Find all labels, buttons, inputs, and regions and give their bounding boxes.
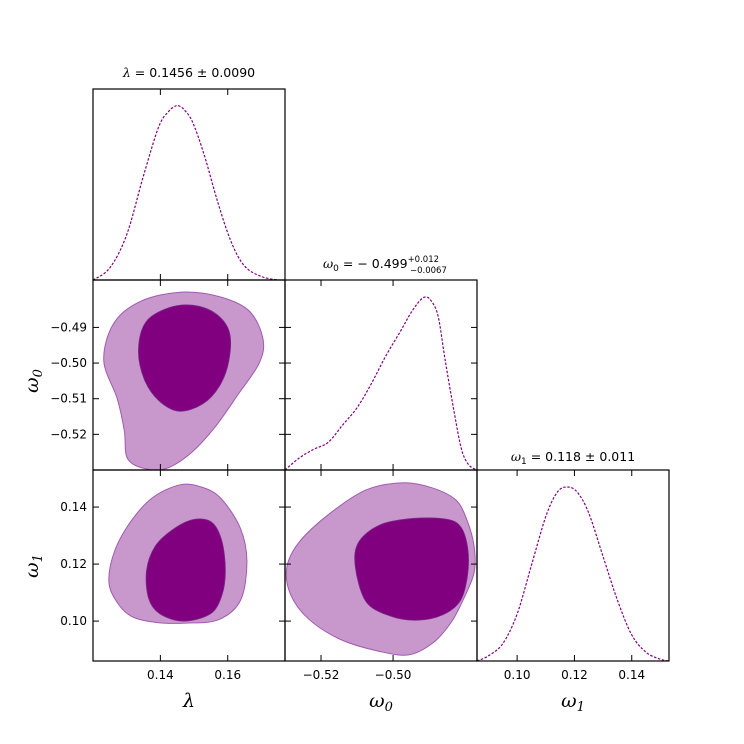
marginal-omega0 <box>285 296 477 470</box>
y-tick-label: 0.14 <box>60 500 87 514</box>
y-tick-label: −0.51 <box>50 392 87 406</box>
x-tick-label: −0.52 <box>303 668 340 682</box>
y-tick-label: −0.52 <box>50 427 87 441</box>
title-omega0: ω0 = − 0.499+0.012 <box>323 255 439 274</box>
panel-frame <box>476 469 670 662</box>
x-tick-label: 0.14 <box>618 668 645 682</box>
x-axis-label-omega1: ω1 <box>561 690 585 715</box>
y-tick-label: −0.50 <box>50 356 87 370</box>
x-axis-label-omega0: ω0 <box>369 690 393 715</box>
contour-68-region <box>138 304 231 412</box>
y-tick-label: 0.10 <box>60 614 87 628</box>
x-tick-label: 0.10 <box>504 668 531 682</box>
contour-lambda-omega0 <box>103 291 265 470</box>
contour-68-region <box>145 518 226 622</box>
contour-lambda-omega1 <box>108 483 248 624</box>
y-tick-label: 0.12 <box>60 557 87 571</box>
title-lambda: λ = 0.1456 ± 0.0090 <box>122 65 255 80</box>
marginal-lambda <box>93 104 285 280</box>
marginal-omega1 <box>477 486 669 661</box>
title-omega1: ω1 = 0.118 ± 0.011 <box>511 449 635 467</box>
panel-frame <box>92 88 286 281</box>
y-axis-label-omega0: ω0 <box>21 369 46 393</box>
x-tick-label: −0.50 <box>375 668 412 682</box>
y-tick-label: −0.49 <box>50 320 87 334</box>
x-tick-label: 0.14 <box>147 668 174 682</box>
contour-omega0-omega1 <box>354 517 469 621</box>
x-tick-label: 0.16 <box>214 668 241 682</box>
contour-68-region <box>354 517 469 621</box>
title-lower-bound: −0.0067 <box>410 266 447 276</box>
x-tick-label: 0.12 <box>561 668 588 682</box>
y-axis-label-omega1: ω1 <box>21 554 46 578</box>
x-axis-label-lambda: λ <box>182 690 195 712</box>
